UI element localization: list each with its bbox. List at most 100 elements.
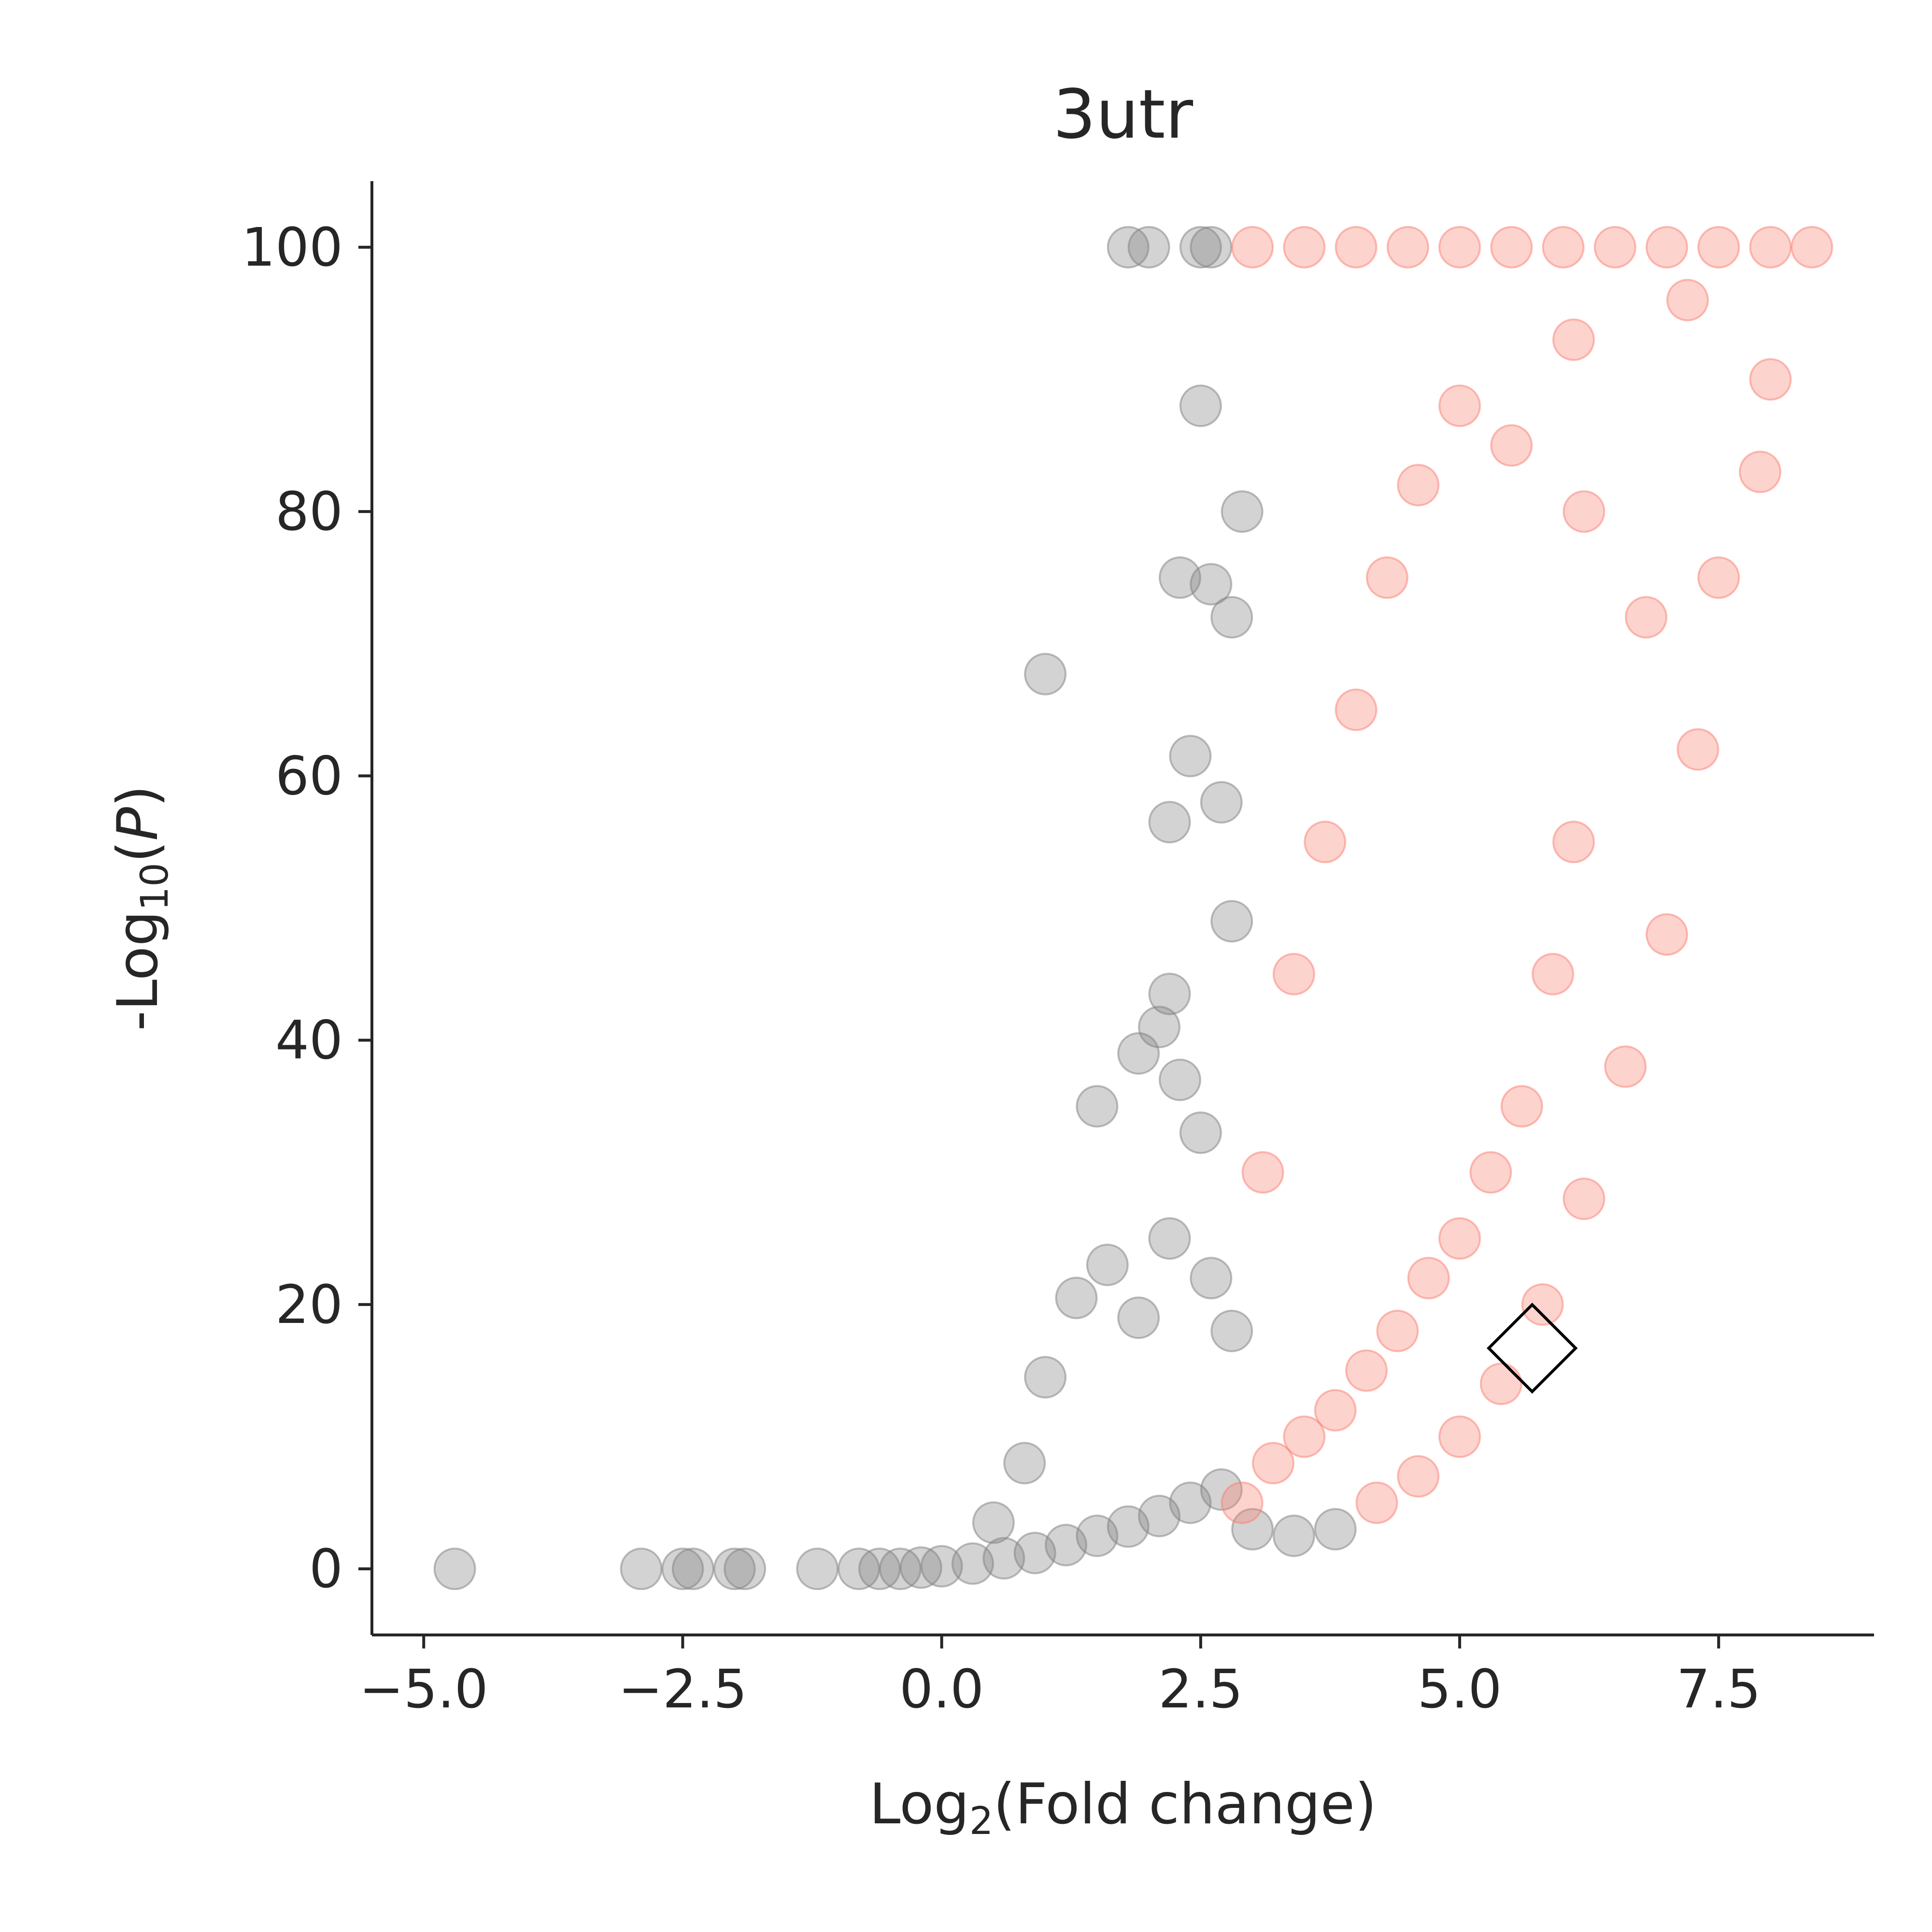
point-significant (1355, 1481, 1398, 1524)
point-significant (1625, 596, 1668, 639)
point-significant (1749, 358, 1792, 401)
point-not-significant (1210, 1309, 1253, 1352)
point-significant (1646, 226, 1689, 269)
point-not-significant (1148, 801, 1191, 844)
point-not-significant (1179, 226, 1222, 269)
point-significant (1283, 1415, 1326, 1458)
point-significant (1407, 1257, 1450, 1300)
point-not-significant (1024, 1356, 1067, 1399)
x-axis-label: Log2(Fold change) (869, 1772, 1377, 1843)
x-axis-label-subscript: 2 (969, 1800, 994, 1843)
point-not-significant (1127, 226, 1170, 269)
point-significant (1552, 318, 1595, 361)
point-significant (1749, 226, 1792, 269)
point-not-significant (1148, 972, 1191, 1015)
y-tick-label: 0 (309, 1538, 343, 1600)
y-tick-label: 100 (242, 216, 343, 278)
point-not-significant (1117, 1296, 1160, 1339)
point-not-significant (1210, 900, 1253, 943)
point-significant (1563, 490, 1605, 533)
point-not-significant (796, 1548, 839, 1591)
point-not-significant (724, 1548, 767, 1591)
y-axis-label-suffix: ) (105, 785, 170, 807)
y-tick-label: 40 (275, 1009, 343, 1071)
point-not-significant (1148, 1217, 1191, 1260)
point-significant (1221, 1481, 1264, 1524)
point-not-significant (920, 1545, 963, 1588)
point-significant (1283, 226, 1326, 269)
point-not-significant (1200, 1468, 1243, 1511)
point-not-significant (1190, 563, 1233, 606)
point-significant (1542, 226, 1585, 269)
point-significant (1697, 226, 1740, 269)
x-tick-label: −2.5 (618, 1658, 747, 1720)
x-tick-label: 7.5 (1676, 1658, 1761, 1720)
point-not-significant (1190, 1257, 1233, 1300)
point-not-significant (1210, 596, 1253, 639)
point-not-significant (1024, 653, 1067, 696)
point-significant (1479, 1363, 1522, 1406)
y-axis-label: -Log10(P) (105, 785, 177, 1031)
point-significant (1252, 1442, 1294, 1485)
point-significant (1490, 226, 1533, 269)
point-significant (1241, 1151, 1284, 1194)
point-not-significant (1200, 781, 1243, 824)
point-significant (1397, 1455, 1440, 1498)
point-significant (1490, 424, 1533, 467)
x-axis-label-prefix: Log (869, 1772, 969, 1837)
point-not-significant (1158, 1058, 1201, 1101)
axes (370, 181, 1874, 1636)
point-not-significant (1003, 1442, 1046, 1485)
point-significant (1314, 1389, 1357, 1432)
point-not-significant (620, 1548, 663, 1591)
point-significant (1438, 226, 1481, 269)
point-not-significant (1179, 1111, 1222, 1154)
point-significant (1438, 384, 1481, 427)
x-tick-label: −5.0 (359, 1658, 488, 1720)
point-significant (1739, 451, 1782, 493)
point-not-significant (433, 1548, 476, 1591)
highlight-diamond-marker (1486, 1302, 1578, 1394)
point-significant (1335, 688, 1378, 731)
point-not-significant (1221, 490, 1264, 533)
point-significant (1469, 1151, 1512, 1194)
y-axis-label-subscript: 10 (133, 863, 177, 910)
x-tick-label: 2.5 (1158, 1658, 1243, 1720)
x-tick-label: 0.0 (899, 1658, 984, 1720)
chart-title: 3utr (1053, 75, 1193, 154)
y-axis-label-prefix: -Log (105, 910, 170, 1031)
point-significant (1272, 952, 1315, 995)
point-significant (1438, 1415, 1481, 1458)
x-tick-label: 5.0 (1418, 1658, 1502, 1720)
point-significant (1532, 952, 1575, 995)
point-not-significant (1138, 1006, 1181, 1049)
point-significant (1397, 464, 1440, 507)
highlight-layer (1486, 1302, 1578, 1394)
point-not-significant (1272, 1514, 1315, 1557)
point-significant (1790, 226, 1833, 269)
data-points-layer (433, 226, 1833, 1591)
point-not-significant (1169, 735, 1212, 778)
point-not-significant (1314, 1508, 1357, 1551)
point-not-significant (982, 1537, 1025, 1580)
point-significant (1552, 821, 1595, 864)
point-not-significant (1086, 1243, 1129, 1286)
y-axis-label-open: ( (105, 841, 170, 863)
point-not-significant (1190, 226, 1233, 269)
y-tick-label: 80 (275, 481, 343, 542)
point-significant (1335, 226, 1378, 269)
point-significant (1676, 728, 1719, 771)
point-not-significant (972, 1501, 1015, 1544)
y-axis-label-italic: P (105, 807, 170, 841)
point-not-significant (1231, 1508, 1274, 1551)
point-significant (1666, 279, 1709, 322)
point-not-significant (952, 1542, 994, 1585)
y-tick-label: 60 (275, 745, 343, 807)
point-significant (1304, 821, 1347, 864)
point-not-significant (1076, 1085, 1119, 1128)
point-significant (1386, 226, 1429, 269)
y-tick-label: 20 (275, 1274, 343, 1335)
point-not-significant (713, 1548, 756, 1591)
